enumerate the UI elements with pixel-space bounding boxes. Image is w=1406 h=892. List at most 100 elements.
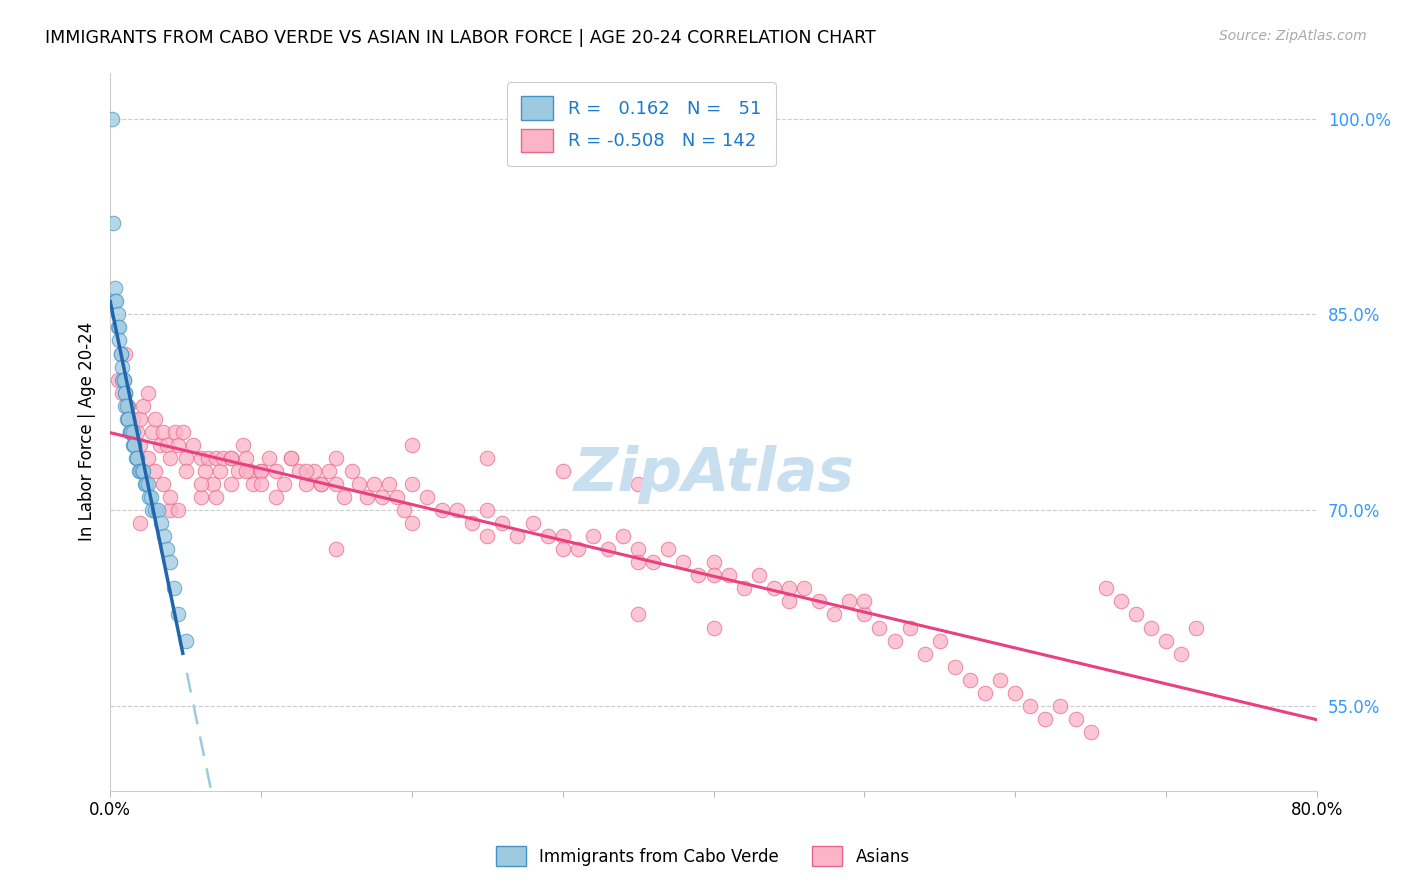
Point — [228, 464, 250, 478]
Point — [477, 529, 499, 543]
Point — [1094, 582, 1116, 596]
Point — [627, 477, 650, 491]
Point — [567, 542, 589, 557]
Point — [115, 411, 138, 425]
Text: ZipAtlas: ZipAtlas — [574, 445, 853, 504]
Point — [104, 294, 127, 309]
Point — [643, 555, 665, 569]
Point — [883, 633, 905, 648]
Point — [156, 542, 179, 557]
Point — [401, 438, 423, 452]
Point — [1140, 620, 1163, 634]
Text: IMMIGRANTS FROM CABO VERDE VS ASIAN IN LABOR FORCE | AGE 20-24 CORRELATION CHART: IMMIGRANTS FROM CABO VERDE VS ASIAN IN L… — [45, 29, 876, 46]
Point — [702, 568, 724, 582]
Point — [159, 450, 181, 465]
Point — [378, 477, 401, 491]
Point — [582, 529, 605, 543]
Point — [551, 542, 574, 557]
Point — [446, 503, 468, 517]
Point — [959, 673, 981, 687]
Point — [121, 438, 143, 452]
Point — [135, 477, 157, 491]
Point — [190, 490, 212, 504]
Point — [219, 450, 242, 465]
Point — [132, 464, 155, 478]
Point — [522, 516, 544, 530]
Point — [551, 529, 574, 543]
Point — [325, 450, 347, 465]
Point — [134, 477, 156, 491]
Point — [145, 411, 167, 425]
Point — [385, 490, 408, 504]
Point — [898, 620, 921, 634]
Point — [356, 490, 378, 504]
Point — [145, 464, 167, 478]
Point — [174, 633, 197, 648]
Point — [657, 542, 679, 557]
Point — [232, 438, 254, 452]
Point — [117, 411, 139, 425]
Point — [778, 594, 800, 608]
Point — [136, 477, 159, 491]
Point — [311, 477, 333, 491]
Point — [111, 373, 134, 387]
Point — [333, 490, 356, 504]
Point — [190, 450, 212, 465]
Point — [672, 555, 695, 569]
Point — [988, 673, 1011, 687]
Point — [128, 464, 150, 478]
Point — [167, 438, 190, 452]
Point — [340, 464, 363, 478]
Point — [551, 464, 574, 478]
Text: Source: ZipAtlas.com: Source: ZipAtlas.com — [1219, 29, 1367, 43]
Point — [943, 659, 966, 673]
Point — [107, 320, 129, 334]
Point — [212, 450, 235, 465]
Point — [242, 477, 264, 491]
Point — [138, 490, 160, 504]
Point — [808, 594, 831, 608]
Point — [129, 516, 152, 530]
Point — [167, 503, 190, 517]
Point — [127, 450, 149, 465]
Point — [131, 464, 153, 478]
Point — [197, 450, 219, 465]
Point — [159, 555, 181, 569]
Point — [127, 450, 149, 465]
Point — [1019, 698, 1042, 713]
Point — [148, 503, 170, 517]
Point — [273, 477, 295, 491]
Point — [257, 450, 280, 465]
Point — [162, 582, 184, 596]
Point — [100, 112, 122, 126]
Point — [115, 399, 138, 413]
Point — [152, 425, 174, 439]
Point — [121, 411, 143, 425]
Point — [1125, 607, 1147, 622]
Point — [250, 477, 273, 491]
Point — [264, 490, 287, 504]
Point — [159, 503, 181, 517]
Point — [129, 464, 152, 478]
Point — [156, 438, 179, 452]
Point — [108, 320, 131, 334]
Point — [204, 450, 226, 465]
Point — [280, 450, 302, 465]
Point — [201, 477, 224, 491]
Point — [1004, 686, 1026, 700]
Point — [627, 542, 650, 557]
Point — [104, 281, 127, 295]
Point — [124, 438, 146, 452]
Point — [295, 464, 318, 478]
Point — [264, 464, 287, 478]
Point — [114, 385, 136, 400]
Point — [250, 464, 273, 478]
Point — [108, 334, 131, 348]
Point — [347, 477, 370, 491]
Point — [461, 516, 484, 530]
Point — [174, 450, 197, 465]
Point — [114, 346, 136, 360]
Point — [612, 529, 634, 543]
Point — [311, 477, 333, 491]
Point — [219, 477, 242, 491]
